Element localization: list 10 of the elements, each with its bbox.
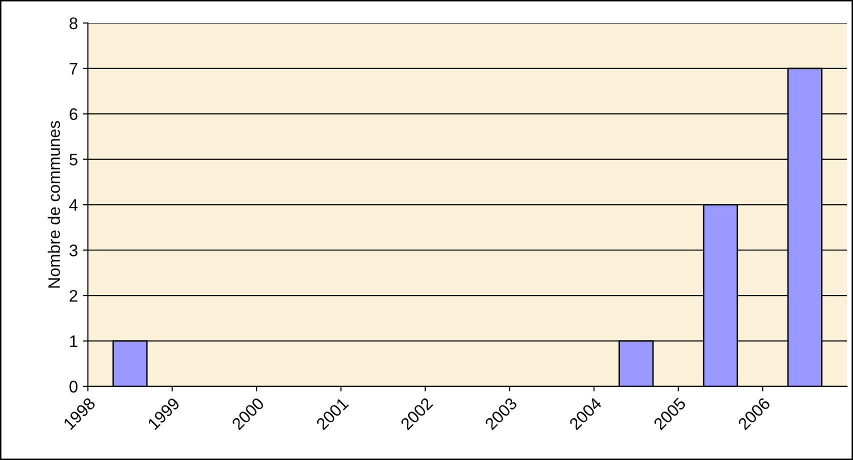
y-tick-label: 4 — [69, 199, 78, 211]
y-tick-label: 8 — [70, 17, 78, 30]
y-tick-label: 1 — [70, 336, 78, 348]
y-tick-label: 5 — [70, 154, 78, 166]
y-tick-label: 0 — [70, 380, 78, 393]
y-tick-label: 3 — [70, 244, 78, 256]
y-tick-label: 6 — [70, 108, 78, 120]
y-axis-title: Nombre de communes — [48, 121, 60, 288]
y-tick-label: 7 — [70, 63, 78, 74]
y-tick-label: 2 — [70, 290, 78, 302]
